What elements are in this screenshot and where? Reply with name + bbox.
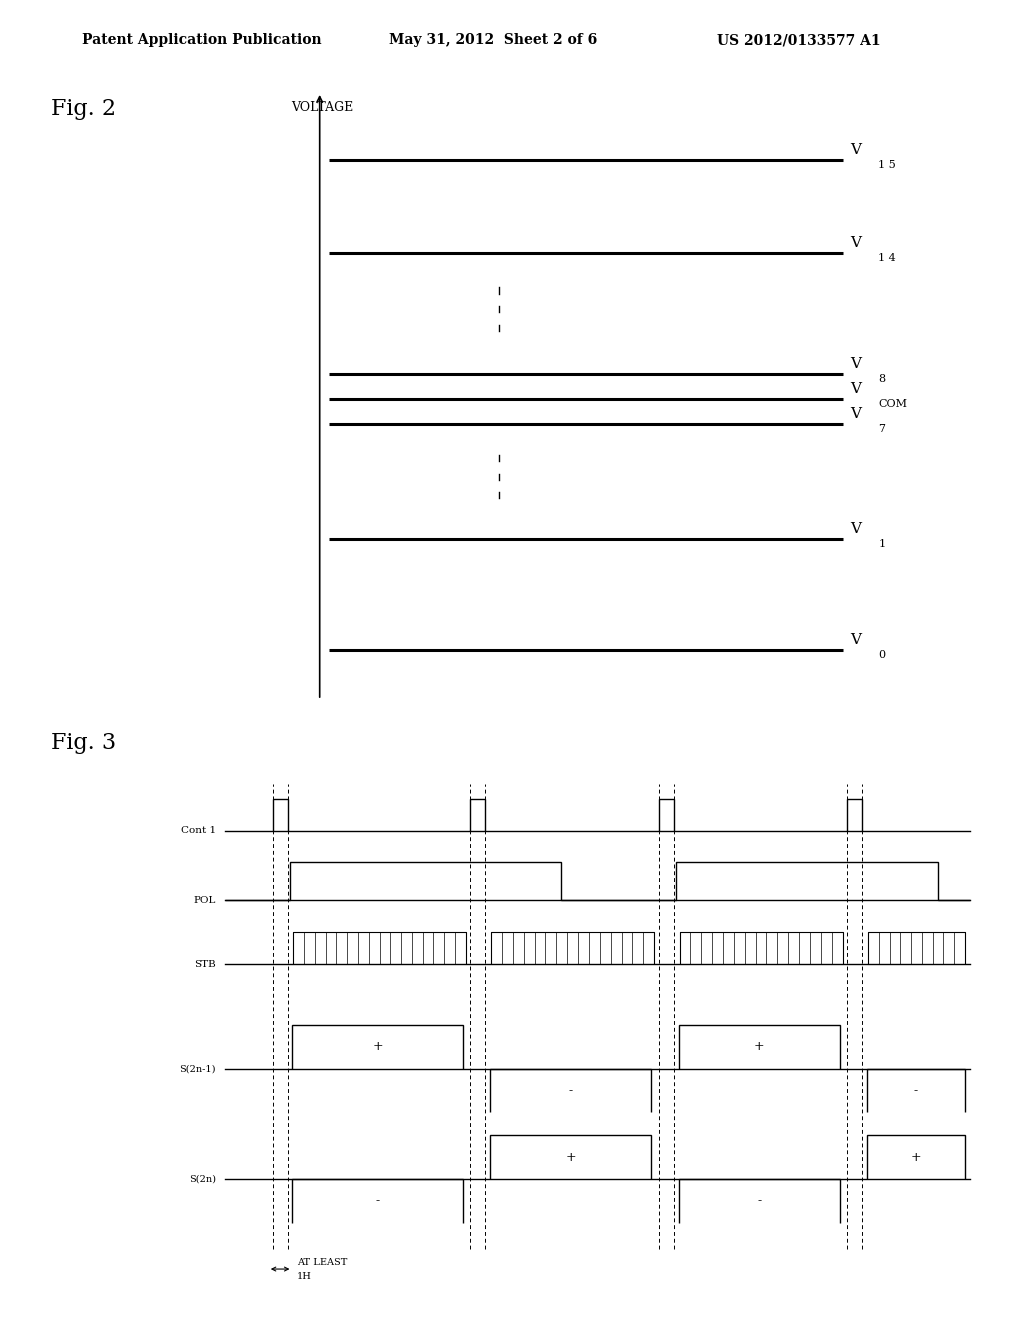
Text: S(2n): S(2n) xyxy=(189,1175,216,1184)
Text: VOLTAGE: VOLTAGE xyxy=(292,102,353,115)
Text: COM: COM xyxy=(879,399,907,409)
Text: Fig. 3: Fig. 3 xyxy=(51,731,117,754)
Text: +: + xyxy=(565,1151,577,1164)
Text: 0: 0 xyxy=(879,651,886,660)
Text: Cont 1: Cont 1 xyxy=(181,826,216,836)
Text: S(2n-1): S(2n-1) xyxy=(179,1064,216,1073)
Text: V: V xyxy=(850,143,861,157)
Text: Fig. 2: Fig. 2 xyxy=(51,98,116,120)
Text: 1 4: 1 4 xyxy=(879,253,896,263)
Text: +: + xyxy=(910,1151,922,1164)
Text: POL: POL xyxy=(194,896,216,904)
Text: May 31, 2012  Sheet 2 of 6: May 31, 2012 Sheet 2 of 6 xyxy=(389,33,597,48)
Text: US 2012/0133577 A1: US 2012/0133577 A1 xyxy=(717,33,881,48)
Text: Patent Application Publication: Patent Application Publication xyxy=(82,33,322,48)
Text: -: - xyxy=(568,1084,572,1097)
Text: V: V xyxy=(850,634,861,647)
Text: -: - xyxy=(376,1195,380,1208)
Text: V: V xyxy=(850,407,861,421)
Text: 1: 1 xyxy=(879,539,886,549)
Text: V: V xyxy=(850,521,861,536)
Text: -: - xyxy=(914,1084,919,1097)
Text: V: V xyxy=(850,381,861,396)
Text: 8: 8 xyxy=(879,375,886,384)
Text: +: + xyxy=(754,1040,765,1053)
Text: -: - xyxy=(757,1195,761,1208)
Text: 7: 7 xyxy=(879,424,886,434)
Text: 1 5: 1 5 xyxy=(879,160,896,170)
Text: 1H: 1H xyxy=(297,1271,312,1280)
Text: STB: STB xyxy=(195,960,216,969)
Text: AT LEAST: AT LEAST xyxy=(297,1258,347,1267)
Text: +: + xyxy=(373,1040,383,1053)
Text: V: V xyxy=(850,358,861,371)
Text: V: V xyxy=(850,236,861,251)
